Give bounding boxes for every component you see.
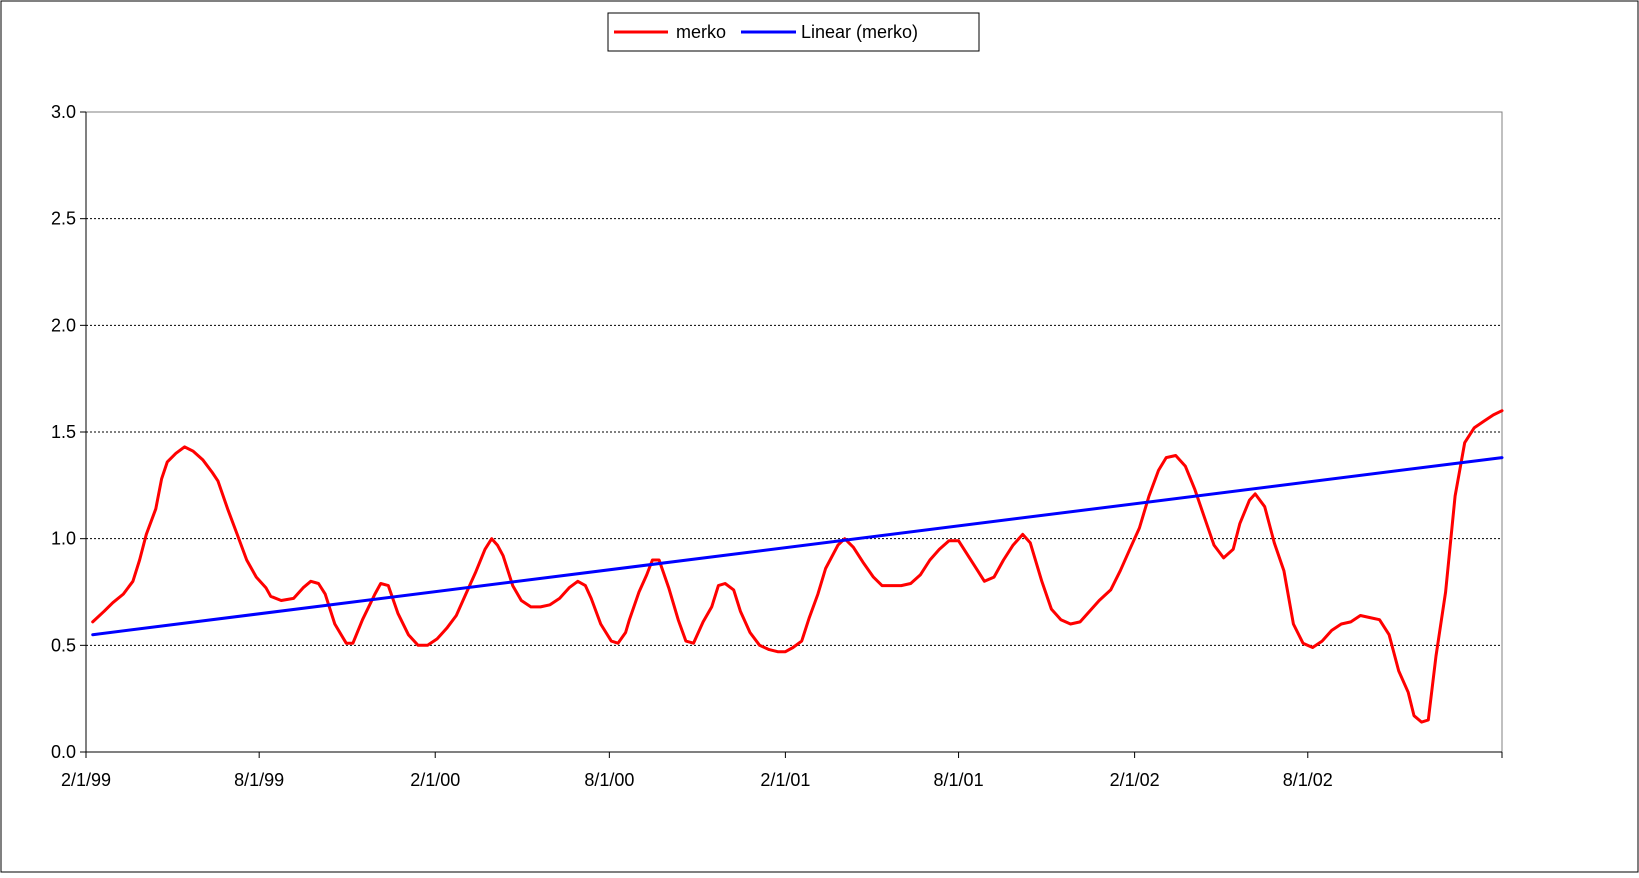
x-tick-label: 8/1/02 (1283, 770, 1333, 790)
x-tick-label: 2/1/00 (410, 770, 460, 790)
y-tick-label: 0.0 (51, 742, 76, 762)
legend-label-merko: merko (676, 22, 726, 42)
series-layer (91, 409, 1504, 724)
x-ticks: 2/1/99 8/1/99 2/1/00 8/1/00 2/1/01 8/1/01 2/1/… (61, 752, 1503, 790)
trendline-linear-merko (91, 456, 1504, 637)
x-tick-label: 8/1/99 (234, 770, 284, 790)
y-tick-label: 2.5 (51, 209, 76, 229)
gridlines (86, 218, 1502, 646)
y-tick-label: 3.0 (51, 102, 76, 122)
legend: merko Linear (merko) (607, 12, 980, 52)
x-tick-label: 8/1/00 (584, 770, 634, 790)
y-tick-label: 2.0 (51, 315, 76, 335)
x-tick-label: 8/1/01 (934, 770, 984, 790)
y-ticks: 0.0 0.5 1.0 1.5 2.0 2.5 3.0 (51, 102, 86, 762)
y-tick-label: 1.5 (51, 422, 76, 442)
x-tick-label: 2/1/02 (1110, 770, 1160, 790)
series-line-merko (91, 409, 1504, 724)
legend-label-linear: Linear (merko) (801, 22, 918, 42)
y-tick-label: 1.0 (51, 529, 76, 549)
y-tick-label: 0.5 (51, 635, 76, 655)
x-tick-label: 2/1/99 (61, 770, 111, 790)
x-tick-label: 2/1/01 (760, 770, 810, 790)
plot-area (85, 111, 1504, 753)
axes: 0.0 0.5 1.0 1.5 2.0 2.5 3.0 2/1/99 8/1/99 2/1/00… (51, 102, 1503, 790)
